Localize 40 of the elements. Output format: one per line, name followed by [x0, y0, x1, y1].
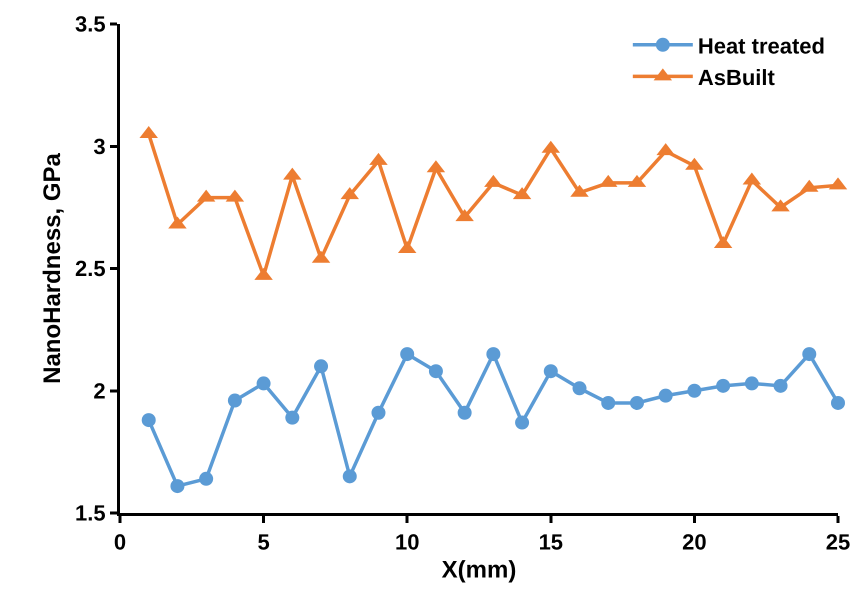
- x-tick-label: 15: [538, 529, 564, 554]
- point: [170, 479, 184, 494]
- point: [199, 472, 214, 486]
- point: [572, 381, 587, 396]
- x-axis-title: X(mm): [442, 556, 516, 584]
- x-tick-label: 10: [394, 529, 420, 554]
- point: [314, 359, 328, 374]
- y-axis-title: NanoHardness, GPa: [39, 152, 66, 384]
- point: [428, 364, 443, 378]
- y-tick-label: 1.5: [75, 500, 106, 526]
- legend-label: Heat treated: [698, 33, 825, 58]
- point: [256, 376, 271, 390]
- x-tick-label: 5: [257, 529, 270, 554]
- x-tick-label: 20: [682, 529, 707, 554]
- point: [774, 378, 788, 393]
- x-tick-label: 0: [114, 529, 126, 554]
- point: [716, 378, 730, 393]
- point: [802, 347, 816, 362]
- point: [458, 406, 472, 420]
- point: [371, 406, 386, 420]
- point: [687, 384, 702, 398]
- point: [142, 413, 156, 428]
- y-tick-label: 3: [93, 134, 106, 159]
- point: [285, 410, 300, 425]
- x-tick-label: 25: [826, 529, 850, 554]
- point: [744, 376, 759, 390]
- point: [544, 364, 558, 378]
- point: [228, 394, 242, 408]
- point: [831, 396, 845, 410]
- point: [601, 396, 616, 410]
- point: [342, 469, 357, 484]
- legend-label: AsBuilt: [698, 64, 776, 90]
- point: [630, 396, 644, 410]
- y-tick-label: 2: [93, 378, 106, 404]
- point: [515, 416, 530, 430]
- y-tick-label: 2.5: [75, 256, 106, 282]
- y-tick-label: 3.5: [75, 12, 106, 37]
- point: [658, 388, 673, 403]
- point: [486, 347, 500, 362]
- point: [400, 347, 414, 362]
